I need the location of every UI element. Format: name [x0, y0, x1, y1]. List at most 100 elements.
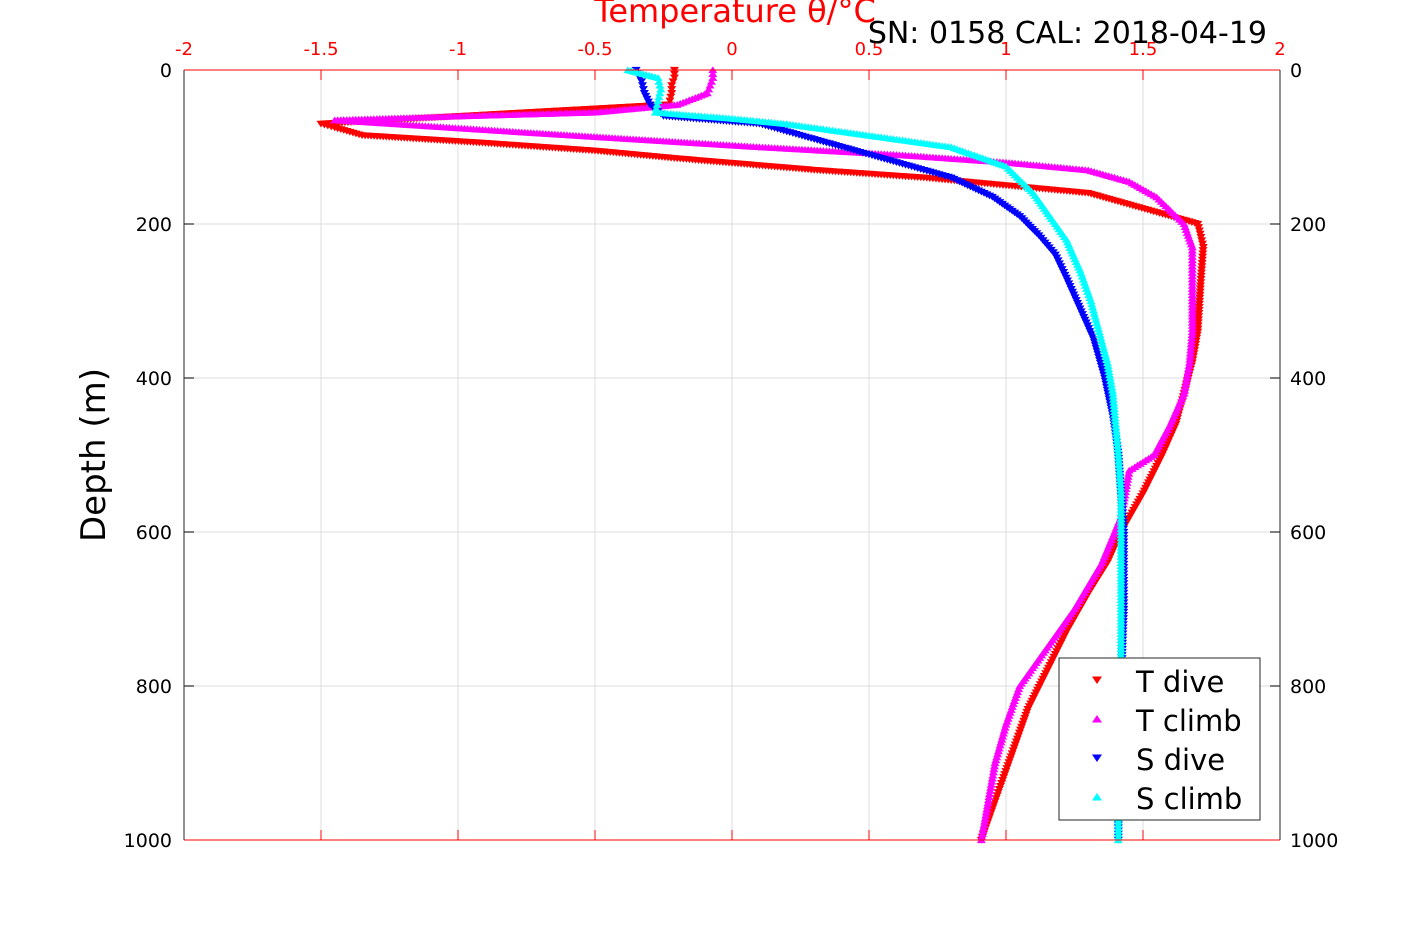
y-tick-label-left: 1000 — [124, 830, 172, 852]
x-tick-label: -0.5 — [577, 39, 612, 60]
data-point — [653, 97, 663, 104]
data-point — [1112, 436, 1122, 443]
x-tick-label: 0 — [726, 39, 737, 60]
data-point — [708, 70, 718, 77]
data-point — [706, 77, 716, 85]
y-axis-label: Depth (m) — [74, 368, 114, 542]
data-point — [655, 81, 665, 89]
data-point — [1114, 464, 1124, 471]
series-s-dive — [631, 66, 1129, 844]
data-point — [1105, 374, 1115, 382]
data-point — [996, 738, 1006, 746]
data-point — [1182, 371, 1192, 379]
data-point — [995, 741, 1005, 749]
data-point — [1097, 340, 1107, 348]
y-tick-label-right: 600 — [1290, 522, 1326, 544]
data-point — [1184, 362, 1194, 369]
data-point — [1124, 466, 1134, 474]
x-tick-label: -1 — [449, 39, 467, 60]
data-point — [1102, 355, 1112, 363]
data-point — [981, 808, 991, 816]
y-tick-label-left: 400 — [136, 368, 172, 390]
chart-title: Temperature θ/°C — [593, 0, 876, 30]
data-point — [1089, 309, 1099, 317]
data-point — [1183, 365, 1193, 372]
data-point — [987, 774, 997, 782]
data-point — [1108, 395, 1118, 403]
data-point — [1111, 429, 1121, 437]
legend-marker — [1092, 754, 1102, 762]
data-point — [982, 805, 992, 813]
data-point — [977, 833, 987, 841]
data-point — [638, 86, 648, 93]
data-point — [993, 750, 1003, 758]
data-point — [1114, 457, 1124, 465]
data-point — [1113, 448, 1123, 456]
data-point — [667, 86, 677, 93]
data-point — [1109, 399, 1119, 406]
data-point — [982, 802, 992, 810]
data-point — [1114, 454, 1124, 462]
series-t-climb — [330, 66, 1197, 844]
data-point — [984, 793, 994, 801]
x-tick-label: 1 — [1000, 39, 1011, 60]
data-point — [1096, 334, 1106, 342]
x-tick-label: 2 — [1274, 39, 1285, 60]
chart-subtitle: SN: 0158 CAL: 2018-04-19 — [868, 16, 1267, 51]
data-point — [987, 777, 997, 785]
data-point — [1112, 432, 1122, 440]
y-tick-label-left: 0 — [160, 60, 172, 82]
data-point — [1106, 380, 1116, 388]
data-point — [1111, 426, 1121, 434]
data-point — [999, 726, 1009, 734]
data-point — [1088, 306, 1098, 314]
data-point — [989, 762, 999, 770]
data-point — [667, 89, 677, 97]
data-point — [998, 732, 1008, 740]
data-point — [1109, 405, 1119, 412]
data-point — [977, 830, 987, 837]
data-point — [1180, 386, 1190, 394]
data-point — [985, 790, 995, 797]
data-point — [989, 765, 999, 773]
data-point — [1111, 423, 1121, 431]
data-point — [1093, 322, 1103, 329]
data-point — [669, 74, 679, 82]
data-point — [1094, 328, 1104, 335]
data-point — [637, 82, 647, 89]
data-point — [655, 89, 665, 97]
legend: T dive T climb S dive S climb — [1058, 657, 1261, 821]
x-tick-label: -1.5 — [303, 39, 338, 60]
y-tick-label-left: 200 — [136, 214, 172, 236]
data-point — [1108, 392, 1118, 400]
data-point — [1116, 486, 1126, 494]
data-point — [993, 747, 1003, 755]
y-tick-label-right: 1000 — [1290, 830, 1338, 852]
data-point — [1001, 720, 1011, 728]
data-point — [1186, 343, 1196, 351]
data-point — [1110, 411, 1120, 419]
data-point — [1186, 340, 1196, 348]
data-point — [1114, 467, 1124, 475]
data-point — [1110, 408, 1120, 416]
data-point — [998, 729, 1008, 737]
data-point — [1101, 352, 1111, 360]
legend-label: S dive — [1136, 743, 1225, 777]
data-point — [1100, 349, 1110, 357]
data-point — [1108, 389, 1118, 397]
data-point — [979, 821, 989, 828]
data-point — [994, 744, 1004, 752]
data-point — [1095, 331, 1105, 339]
data-point — [1185, 359, 1195, 366]
data-point — [1187, 334, 1197, 342]
data-point — [1102, 359, 1112, 366]
data-point — [656, 85, 666, 93]
legend-marker — [1092, 676, 1102, 684]
data-point — [1109, 402, 1119, 409]
data-point — [668, 78, 678, 86]
y-tick-label-right: 800 — [1290, 676, 1326, 698]
data-point — [653, 74, 663, 81]
x-tick-label: 0.5 — [855, 39, 884, 60]
data-point — [1097, 337, 1107, 345]
